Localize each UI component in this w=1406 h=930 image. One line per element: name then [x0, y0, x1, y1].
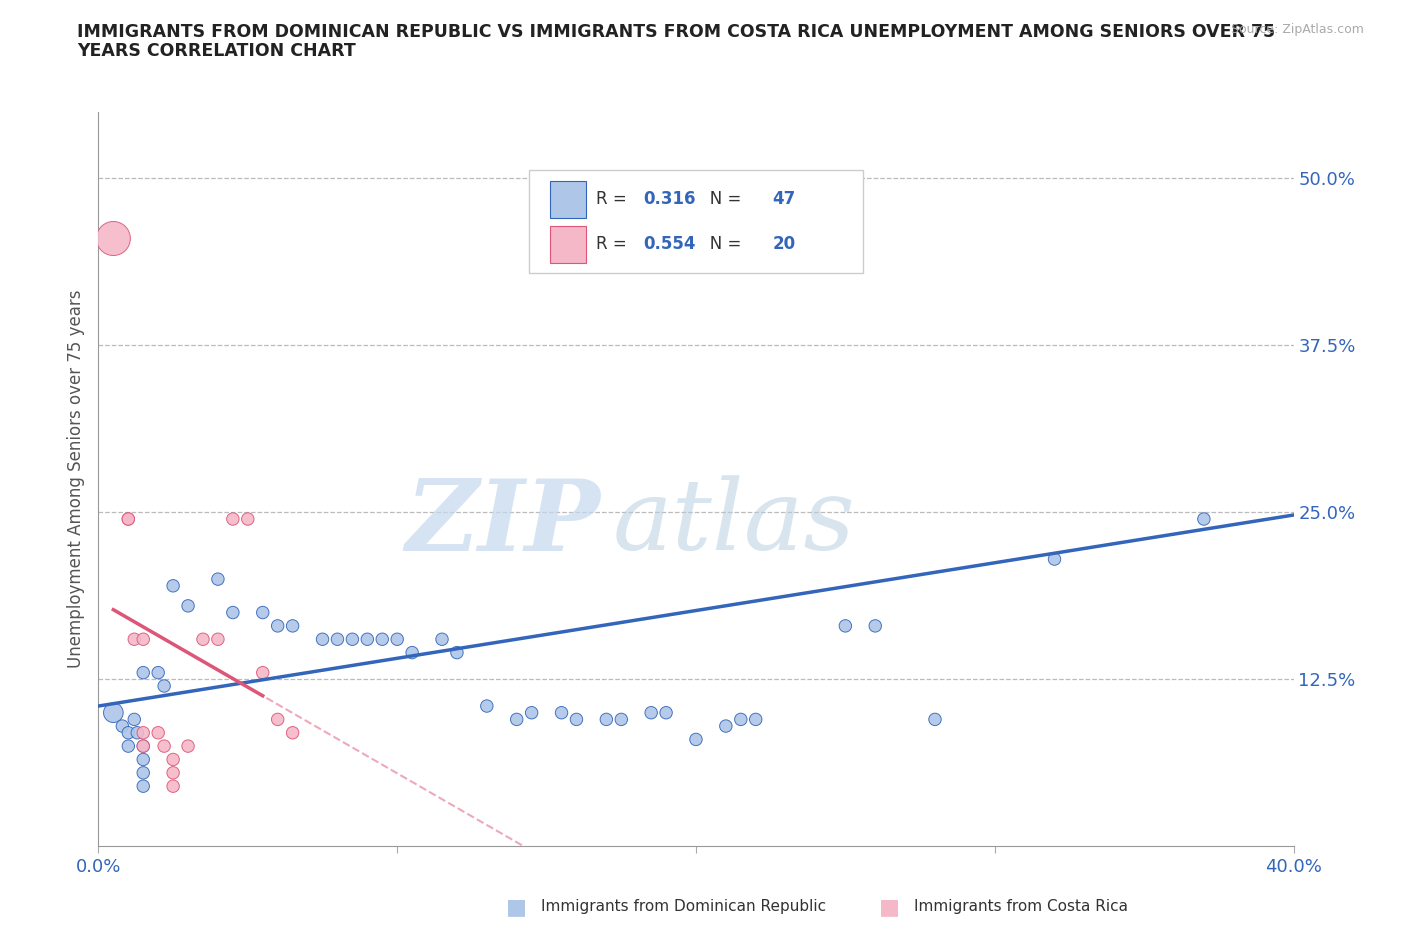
Text: Source: ZipAtlas.com: Source: ZipAtlas.com: [1230, 23, 1364, 36]
Point: [565, 712, 588, 727]
Point: [834, 618, 856, 633]
Point: [127, 725, 149, 740]
Text: ■: ■: [879, 897, 900, 917]
Point: [117, 512, 139, 526]
Point: [153, 679, 176, 694]
Text: 0.554: 0.554: [644, 235, 696, 254]
Text: 0.316: 0.316: [644, 190, 696, 208]
Text: N =: N =: [693, 235, 747, 254]
Point: [730, 712, 752, 727]
Point: [595, 712, 617, 727]
Point: [124, 631, 146, 646]
Point: [1043, 551, 1066, 566]
Bar: [550, 180, 586, 218]
Point: [714, 719, 737, 734]
Point: [475, 698, 498, 713]
Text: R =: R =: [596, 235, 631, 254]
Text: N =: N =: [693, 190, 747, 208]
Point: [430, 631, 453, 646]
Point: [252, 605, 274, 620]
Point: [148, 665, 170, 680]
Point: [745, 712, 768, 727]
Text: Immigrants from Costa Rica: Immigrants from Costa Rica: [914, 899, 1128, 914]
Text: YEARS CORRELATION CHART: YEARS CORRELATION CHART: [77, 42, 356, 60]
Text: R =: R =: [596, 190, 631, 208]
Text: ZIP: ZIP: [405, 475, 600, 571]
Text: IMMIGRANTS FROM DOMINICAN REPUBLIC VS IMMIGRANTS FROM COSTA RICA UNEMPLOYMENT AM: IMMIGRANTS FROM DOMINICAN REPUBLIC VS IM…: [77, 23, 1275, 41]
Point: [640, 705, 662, 720]
Point: [132, 778, 155, 793]
Point: [356, 631, 378, 646]
Point: [685, 732, 707, 747]
Point: [371, 631, 394, 646]
Point: [655, 705, 678, 720]
Point: [550, 705, 572, 720]
Point: [162, 765, 184, 780]
Point: [207, 631, 229, 646]
Point: [132, 631, 155, 646]
Point: [132, 765, 155, 780]
Point: [162, 752, 184, 767]
Point: [267, 712, 290, 727]
Point: [103, 231, 125, 246]
Point: [117, 738, 139, 753]
Point: [162, 578, 184, 593]
Point: [132, 665, 155, 680]
Point: [132, 738, 155, 753]
Point: [281, 618, 304, 633]
Point: [520, 705, 543, 720]
Point: [103, 705, 125, 720]
Point: [177, 598, 200, 613]
Point: [385, 631, 409, 646]
Point: [191, 631, 214, 646]
Point: [177, 738, 200, 753]
Point: [111, 719, 134, 734]
Point: [148, 725, 170, 740]
Point: [207, 572, 229, 587]
Point: [222, 605, 245, 620]
Point: [326, 631, 349, 646]
Point: [252, 665, 274, 680]
Point: [401, 645, 423, 660]
Text: 47: 47: [772, 190, 796, 208]
Point: [610, 712, 633, 727]
Point: [236, 512, 259, 526]
Y-axis label: Unemployment Among Seniors over 75 years: Unemployment Among Seniors over 75 years: [66, 290, 84, 668]
Point: [506, 712, 529, 727]
Point: [117, 512, 139, 526]
Point: [124, 712, 146, 727]
Text: ■: ■: [506, 897, 527, 917]
Text: 20: 20: [772, 235, 796, 254]
Bar: [550, 226, 586, 263]
Point: [132, 752, 155, 767]
Point: [1192, 512, 1215, 526]
FancyBboxPatch shape: [529, 170, 863, 273]
Point: [865, 618, 887, 633]
Point: [446, 645, 468, 660]
Point: [924, 712, 946, 727]
Text: atlas: atlas: [613, 475, 855, 571]
Point: [117, 725, 139, 740]
Point: [222, 512, 245, 526]
Point: [153, 738, 176, 753]
Point: [162, 778, 184, 793]
Point: [132, 725, 155, 740]
Text: Immigrants from Dominican Republic: Immigrants from Dominican Republic: [541, 899, 827, 914]
Point: [311, 631, 333, 646]
Point: [342, 631, 364, 646]
Point: [267, 618, 290, 633]
Point: [281, 725, 304, 740]
Point: [132, 738, 155, 753]
